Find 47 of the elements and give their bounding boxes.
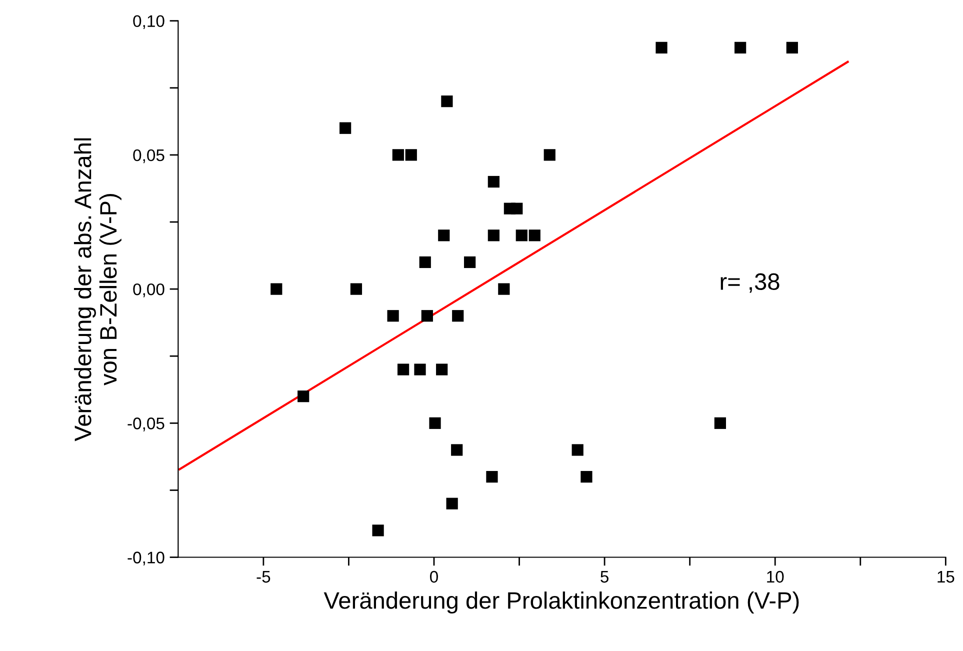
- point: [429, 417, 441, 429]
- point: [452, 310, 464, 322]
- point: [436, 364, 448, 376]
- point: [451, 444, 463, 456]
- y-tick-label: 0,00: [133, 283, 164, 298]
- point: [714, 417, 726, 429]
- point: [397, 364, 410, 376]
- x-tick-label: 15: [938, 571, 954, 583]
- x-tick-label: 10: [767, 570, 784, 583]
- y-tick-label: 0,10: [133, 15, 164, 30]
- point: [734, 42, 746, 54]
- point: [498, 283, 510, 295]
- point: [421, 310, 433, 322]
- point: [339, 122, 352, 134]
- point: [511, 202, 523, 214]
- point: [441, 95, 453, 108]
- point: [387, 310, 399, 322]
- x-tick-label: 0: [430, 570, 438, 583]
- annotation: r= ,38: [720, 273, 780, 293]
- x-tick-label: -5: [256, 571, 270, 583]
- point: [656, 42, 668, 54]
- point: [464, 256, 476, 268]
- x-axis-title: Veränderung der Prolaktinkonzentration (V-P): [324, 592, 799, 614]
- point: [419, 256, 431, 268]
- point: [372, 524, 384, 536]
- point: [392, 149, 404, 161]
- point: [350, 283, 362, 295]
- point: [405, 149, 417, 161]
- x-tick-label: 5: [600, 571, 608, 583]
- point: [516, 230, 528, 242]
- point: [298, 390, 310, 402]
- point: [580, 470, 592, 483]
- point: [446, 498, 458, 510]
- y-tick-label: -0,10: [128, 552, 164, 566]
- y-axis-title: Veränderung der abs. Anzahl von B-Zellen (V-P): [74, 138, 122, 442]
- point: [488, 176, 500, 188]
- point: [528, 230, 540, 242]
- point: [486, 470, 498, 483]
- y-tick-label: -0,05: [128, 418, 164, 432]
- point: [270, 283, 282, 295]
- point: [488, 230, 500, 242]
- y-tick-label: 0,05: [133, 149, 164, 164]
- point: [572, 444, 584, 456]
- point: [414, 364, 426, 376]
- point: [786, 42, 798, 54]
- point: [544, 149, 556, 161]
- point: [438, 230, 450, 242]
